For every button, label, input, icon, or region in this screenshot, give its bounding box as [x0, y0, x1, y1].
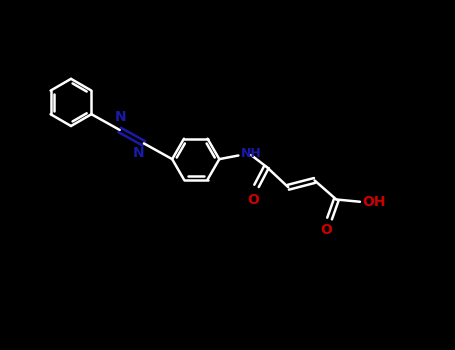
Text: O: O [247, 193, 259, 207]
Text: NH: NH [241, 147, 262, 160]
Text: OH: OH [362, 195, 386, 209]
Text: O: O [320, 223, 332, 237]
Text: N: N [133, 146, 144, 160]
Text: N: N [114, 110, 126, 124]
